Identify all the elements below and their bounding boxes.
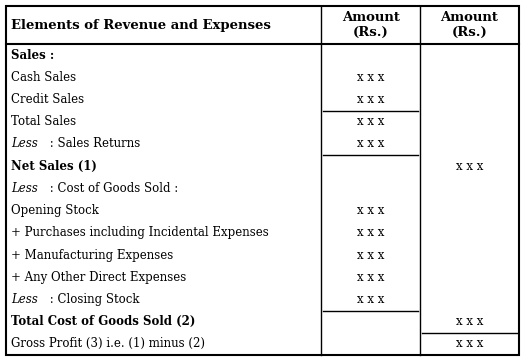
Text: Amount
(Rs.): Amount (Rs.): [342, 11, 400, 39]
Text: : Sales Returns: : Sales Returns: [46, 138, 140, 151]
Text: x x x: x x x: [357, 271, 384, 284]
Text: Cash Sales: Cash Sales: [11, 71, 76, 84]
Text: x x x: x x x: [357, 71, 384, 84]
Text: Amount
(Rs.): Amount (Rs.): [440, 11, 498, 39]
Text: Sales :: Sales :: [11, 49, 54, 62]
Text: Gross Profit (3) i.e. (1) minus (2): Gross Profit (3) i.e. (1) minus (2): [11, 338, 205, 351]
Text: + Any Other Direct Expenses: + Any Other Direct Expenses: [11, 271, 186, 284]
Text: Opening Stock: Opening Stock: [11, 204, 99, 217]
Text: Total Cost of Goods Sold (2): Total Cost of Goods Sold (2): [11, 315, 195, 328]
Text: : Cost of Goods Sold :: : Cost of Goods Sold :: [46, 182, 178, 195]
Text: Net Sales (1): Net Sales (1): [11, 160, 97, 173]
Text: x x x: x x x: [357, 293, 384, 306]
Text: x x x: x x x: [456, 160, 483, 173]
Text: + Manufacturing Expenses: + Manufacturing Expenses: [11, 248, 173, 261]
Text: : Closing Stock: : Closing Stock: [46, 293, 139, 306]
Text: x x x: x x x: [357, 93, 384, 106]
Text: x x x: x x x: [357, 226, 384, 239]
Text: x x x: x x x: [456, 315, 483, 328]
Text: x x x: x x x: [357, 138, 384, 151]
Text: Less: Less: [11, 138, 38, 151]
Text: Credit Sales: Credit Sales: [11, 93, 84, 106]
Text: Elements of Revenue and Expenses: Elements of Revenue and Expenses: [11, 18, 271, 31]
Text: x x x: x x x: [456, 338, 483, 351]
Text: Less: Less: [11, 293, 38, 306]
Text: x x x: x x x: [357, 204, 384, 217]
Text: + Purchases including Incidental Expenses: + Purchases including Incidental Expense…: [11, 226, 269, 239]
Text: Total Sales: Total Sales: [11, 115, 76, 128]
Text: x x x: x x x: [357, 115, 384, 128]
Text: x x x: x x x: [357, 248, 384, 261]
Text: Less: Less: [11, 182, 38, 195]
